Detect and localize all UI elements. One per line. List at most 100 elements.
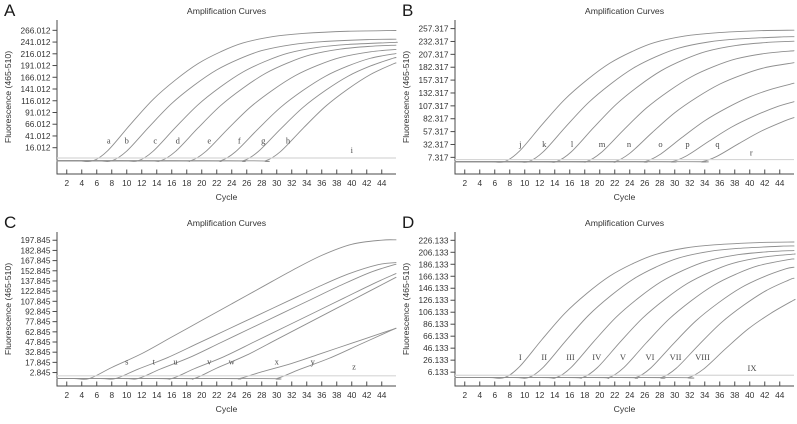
panel-D-x-tick-label: 40 (745, 390, 755, 400)
panel-C-y-tick-label: 2.845 (30, 368, 51, 378)
panel-C-x-tick-label: 18 (182, 390, 192, 400)
panel-B-y-tick-label: 82.317 (423, 114, 449, 124)
panel-B-x-tick-label: 24 (625, 178, 635, 188)
panel-C-x-tick-label: 8 (109, 390, 114, 400)
panel-C-y-tick-label: 107.845 (21, 296, 51, 306)
panel-B-x-tick-label: 2 (462, 178, 467, 188)
panel-C-y-tick-label: 47.845 (25, 337, 51, 347)
panel-D-x-tick-label: 36 (715, 390, 725, 400)
panel-C-x-tick-label: 26 (242, 390, 252, 400)
panel-A-x-tick-label: 10 (122, 178, 132, 188)
panel-A-curve-label-c: c (153, 135, 157, 145)
panel-B-y-tick-label: 257.317 (419, 24, 449, 34)
panel-D-plot: Amplification Curves Fluorescence (465-51… (401, 218, 796, 414)
panel-B-x-tick-label: 10 (520, 178, 530, 188)
panel-D-letter: D (402, 213, 415, 232)
panel-D-y-tick-label: 6.133 (428, 367, 449, 377)
panel-D-y-tick-label: 126.133 (419, 295, 449, 305)
panel-C-curve-label-w: w (229, 356, 236, 366)
panel-D-y-tick-label: 46.133 (423, 343, 449, 353)
panel-B-curve-label-r: r (750, 147, 753, 157)
panel-C-y-tick-label: 167.845 (21, 256, 51, 266)
panel-A-x-tick-label: 32 (287, 178, 297, 188)
panel-C-y-tick-label: 182.845 (21, 245, 51, 255)
panel-C-x-tick-label: 28 (257, 390, 267, 400)
panel-B-x-tick-label: 36 (715, 178, 725, 188)
panel-B-curve-label-p: p (685, 139, 689, 149)
panel-C-y-tick-label: 92.845 (25, 306, 51, 316)
panel-C-y-tick-label: 77.845 (25, 317, 51, 327)
panel-B-letter: B (402, 1, 414, 20)
panel-D-y-tick-label: 86.133 (423, 319, 449, 329)
panel-C-x-tick-label: 24 (227, 390, 237, 400)
panel-D-curve-I (454, 241, 795, 379)
panel-B-curve-label-o: o (658, 139, 662, 149)
panel-C-curve-label-z: z (352, 362, 356, 372)
panel-B-x-tick-label: 18 (580, 178, 590, 188)
panel-A-curve-label-g: g (261, 135, 266, 145)
panel-A-x-tick-label: 8 (109, 178, 114, 188)
panel-D-x-tick-label: 24 (625, 390, 635, 400)
panel-B-x-tick-label: 14 (550, 178, 560, 188)
panel-A-x-tick-label: 12 (137, 178, 147, 188)
panel-A: Amplification Curves Fluorescence (465-51… (0, 0, 398, 212)
panel-A-x-tick-label: 26 (242, 178, 252, 188)
panel-A-curve-label-e: e (207, 135, 211, 145)
panel-B-x-tick-label: 34 (700, 178, 710, 188)
panel-A-x-tick-label: 22 (212, 178, 222, 188)
panel-D-curve-label-I: I (519, 352, 522, 362)
panel-B-curve-label-k: k (542, 139, 547, 149)
panel-C-y-tick-label: 32.845 (25, 347, 51, 357)
panel-A-x-tick-label: 18 (182, 178, 192, 188)
panel-C-x-axis-label: Cycle (216, 404, 238, 414)
panel-D-curve-label-II: II (541, 352, 547, 362)
panel-C-y-tick-label: 152.845 (21, 266, 51, 276)
panel-D-x-axis-label: Cycle (614, 404, 636, 414)
panel-C-y-tick-label: 62.845 (25, 327, 51, 337)
panel-C-x-tick-label: 4 (79, 390, 84, 400)
panel-A-x-tick-label: 34 (302, 178, 312, 188)
panel-B-curve-o (454, 82, 795, 163)
panel-A-y-axis-label: Fluorescence (465-510) (3, 51, 13, 143)
panel-D-x-tick-label: 34 (700, 390, 710, 400)
panel-A-y-tick-label: 66.012 (25, 119, 51, 129)
panel-B-y-tick-label: 32.317 (423, 139, 449, 149)
panel-D-curve-label-III: III (566, 352, 575, 362)
panel-C-curve-u (56, 263, 397, 380)
panel-C-y-tick-label: 137.845 (21, 276, 51, 286)
panel-B-x-tick-label: 22 (610, 178, 620, 188)
panel-A-x-tick-label: 28 (257, 178, 267, 188)
panel-B-x-tick-label: 20 (595, 178, 605, 188)
panel-B-x-tick-label: 40 (745, 178, 755, 188)
panel-C-curve-label-s: s (125, 356, 128, 366)
panel-B-x-tick-label: 16 (565, 178, 575, 188)
panel-B-x-tick-label: 28 (655, 178, 665, 188)
panel-D-y-tick-label: 166.133 (419, 271, 449, 281)
panel-C-curve-v (56, 273, 397, 380)
panel-B-curve-label-n: n (627, 139, 632, 149)
panel-B-curve-label-j: j (518, 139, 521, 149)
panel-D-y-tick-label: 186.133 (419, 259, 449, 269)
panel-D-x-tick-label: 26 (640, 390, 650, 400)
panel-B-y-tick-label: 182.317 (419, 62, 449, 72)
panel-D-x-tick-label: 8 (507, 390, 512, 400)
panel-A-y-tick-label: 191.012 (21, 61, 51, 71)
panel-A-y-tick-label: 216.012 (21, 49, 51, 59)
panel-A-axes (56, 20, 396, 175)
panel-B-x-tick-label: 42 (760, 178, 770, 188)
panel-A-curve-a (56, 30, 397, 163)
panel-B-x-tick-label: 30 (670, 178, 680, 188)
panel-C-x-tick-label: 20 (197, 390, 207, 400)
panel-A-curve-label-h: h (286, 135, 291, 145)
panel-C-x-tick-label: 40 (347, 390, 357, 400)
panel-C-curve-label-t: t (153, 356, 156, 366)
panel-D-curve-label-V: V (620, 352, 627, 362)
panel-B-x-tick-label: 6 (492, 178, 497, 188)
panel-B-y-tick-label: 132.317 (419, 88, 449, 98)
panel-D-y-tick-label: 106.133 (419, 307, 449, 317)
panel-B-y-tick-label: 207.317 (419, 49, 449, 59)
panel-A-x-tick-label: 30 (272, 178, 282, 188)
panel-D-x-tick-label: 10 (520, 390, 530, 400)
panel-A-title: Amplification Curves (187, 6, 267, 16)
